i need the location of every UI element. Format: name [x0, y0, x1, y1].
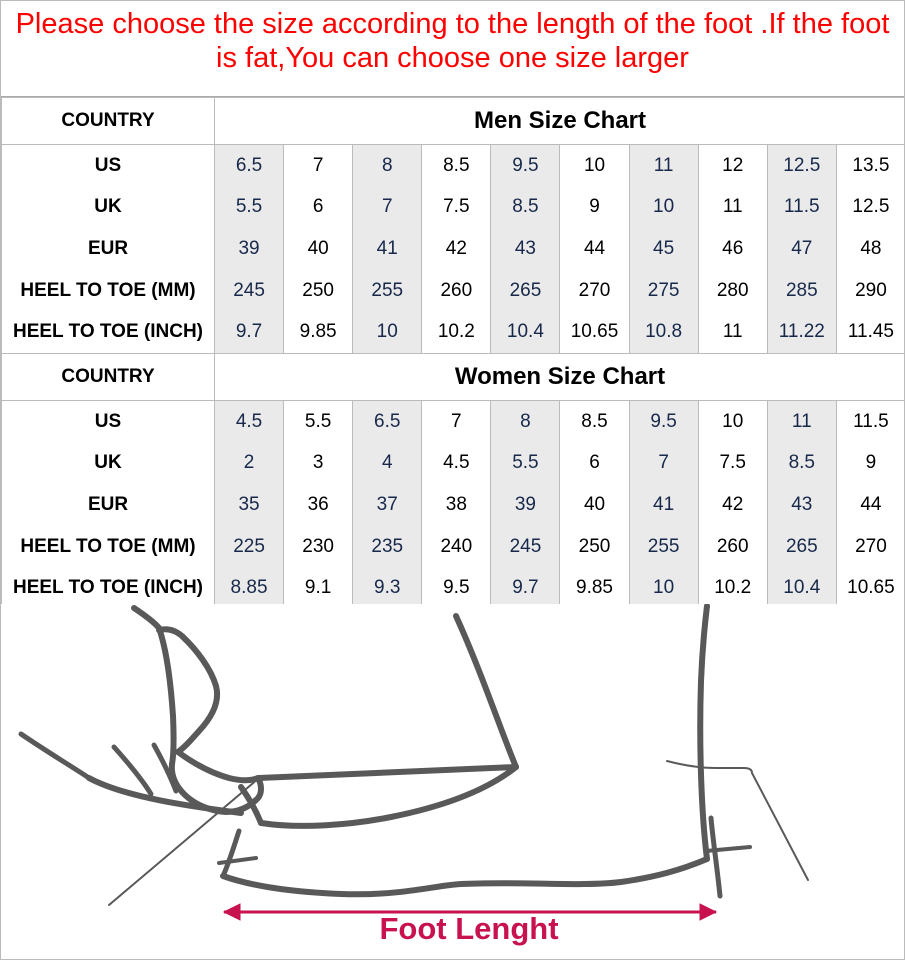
svg-text:Foot Lenght: Foot Lenght	[379, 911, 558, 946]
